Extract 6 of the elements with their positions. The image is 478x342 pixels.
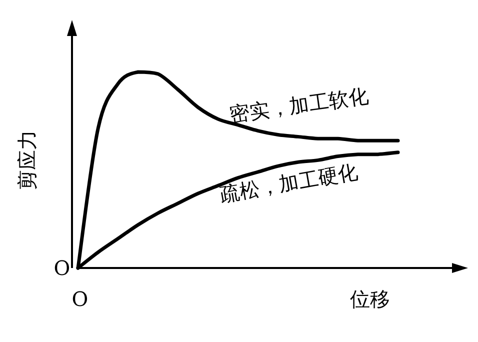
x-axis-title: 位移 xyxy=(350,287,390,311)
text: 密实，加工软化 xyxy=(228,83,370,127)
text: O xyxy=(72,287,88,311)
text: 疏松，加工硬化 xyxy=(218,159,360,208)
annotation: O xyxy=(54,256,70,280)
y-axis-title: 剪应力 xyxy=(15,130,39,190)
